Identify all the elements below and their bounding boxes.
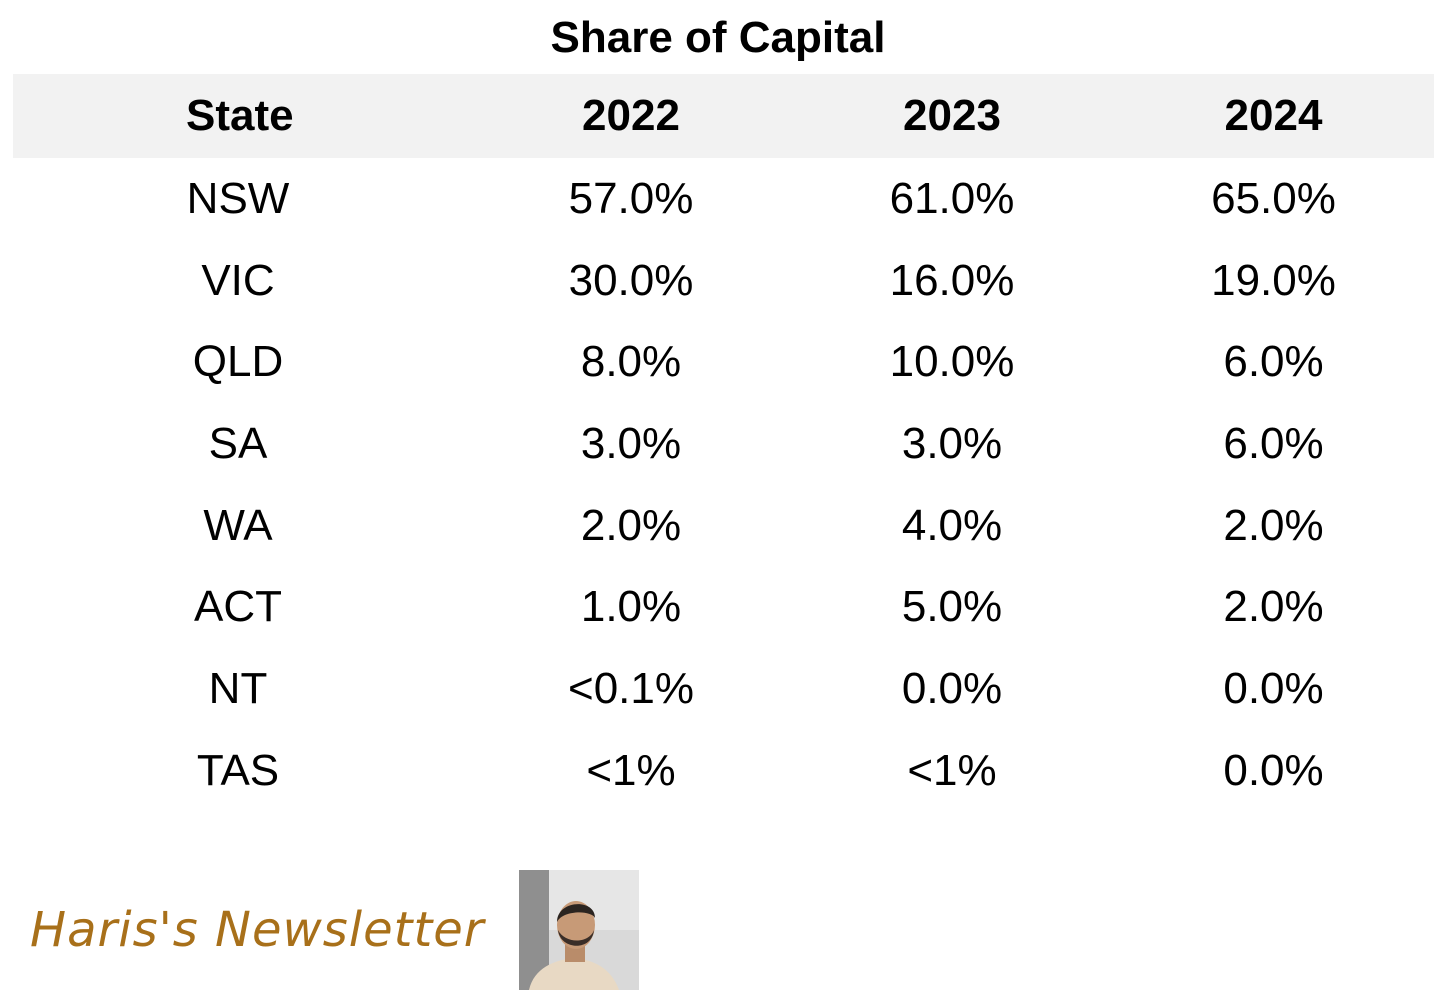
share-cell-2022: 8.0% <box>580 337 682 387</box>
table-row: WA 2.0% 4.0% 2.0% <box>13 485 1434 567</box>
share-cell-2023: 10.0% <box>889 337 1015 387</box>
share-cell-2024: 2.0% <box>1223 500 1324 550</box>
share-cell-2024: 0.0% <box>1223 663 1324 713</box>
state-cell: VIC <box>13 240 471 322</box>
state-label: WA <box>203 500 273 550</box>
share-cell-2024: 19.0% <box>1211 255 1336 305</box>
state-cell: WA <box>13 485 471 567</box>
table-row: VIC 30.0% 16.0% 19.0% <box>13 240 1434 322</box>
share-cell-2022: 3.0% <box>580 418 682 468</box>
share-cell-2023: 0.0% <box>901 663 1003 713</box>
state-label: VIC <box>201 255 275 305</box>
share-cell-2023: 5.0% <box>901 582 1003 632</box>
column-header-2022: 2022 <box>582 91 680 140</box>
share-cell-2022: <1% <box>586 745 676 795</box>
table-header-row: State 2022 2023 2024 <box>13 74 1434 158</box>
share-cell-2022: 57.0% <box>568 173 694 223</box>
column-header-2024: 2024 <box>1224 91 1323 140</box>
share-cell-2024: 6.0% <box>1223 418 1324 468</box>
state-cell: QLD <box>13 321 471 403</box>
state-label: SA <box>208 418 268 468</box>
table-row: SA 3.0% 3.0% 6.0% <box>13 403 1434 485</box>
state-label: QLD <box>192 337 284 387</box>
chart-title: Share of Capital <box>550 13 886 62</box>
share-cell-2023: 4.0% <box>901 500 1003 550</box>
share-cell-2023: 61.0% <box>889 173 1015 223</box>
column-header-state: State <box>186 91 294 140</box>
state-cell: TAS <box>13 730 471 812</box>
state-cell: NSW <box>13 158 471 240</box>
state-label: TAS <box>196 745 280 795</box>
state-cell: SA <box>13 403 471 485</box>
state-label: ACT <box>194 582 282 632</box>
table-row: QLD 8.0% 10.0% 6.0% <box>13 321 1434 403</box>
share-cell-2023: 3.0% <box>901 418 1003 468</box>
share-cell-2024: 0.0% <box>1223 745 1324 795</box>
share-cell-2022: 30.0% <box>568 255 694 305</box>
table-row: NT <0.1% 0.0% 0.0% <box>13 648 1434 730</box>
state-label: NSW <box>186 173 290 223</box>
table-row: TAS <1% <1% 0.0% <box>13 730 1434 812</box>
table-row: ACT 1.0% 5.0% 2.0% <box>13 566 1434 648</box>
share-cell-2022: <0.1% <box>568 663 694 713</box>
share-table: State 2022 2023 2024 NSW 57.0% 61.0% 65.0% V… <box>13 74 1434 812</box>
share-cell-2024: 2.0% <box>1223 582 1324 632</box>
state-cell: NT <box>13 648 471 730</box>
state-label: NT <box>208 663 268 713</box>
share-cell-2023: <1% <box>907 745 997 795</box>
share-cell-2022: 2.0% <box>580 500 682 550</box>
person-photo-icon <box>519 870 639 990</box>
column-header-2023: 2023 <box>903 91 1001 140</box>
share-cell-2024: 65.0% <box>1211 173 1336 223</box>
table-body: NSW 57.0% 61.0% 65.0% VIC 30.0% 16.0% 19.0% QLD 8… <box>13 158 1434 812</box>
newsletter-name: Haris's Newsletter <box>30 902 485 958</box>
share-cell-2022: 1.0% <box>580 582 682 632</box>
table-row: NSW 57.0% 61.0% 65.0% <box>13 158 1434 240</box>
state-cell: ACT <box>13 566 471 648</box>
share-cell-2023: 16.0% <box>889 255 1015 305</box>
share-cell-2024: 6.0% <box>1223 337 1324 387</box>
